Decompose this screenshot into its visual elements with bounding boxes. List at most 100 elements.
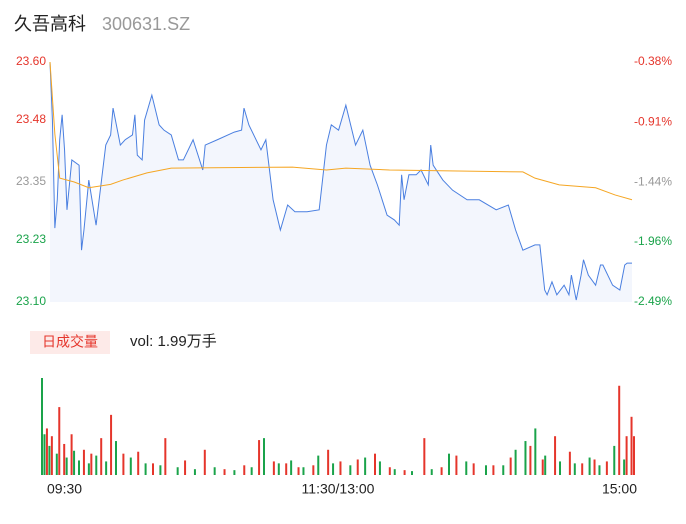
volume-bar (411, 471, 413, 475)
volume-bar (317, 455, 320, 475)
y-tick-label: 23.48 (16, 112, 46, 126)
volume-bar (588, 457, 591, 475)
volume-bar (144, 463, 147, 475)
volume-bar (339, 461, 342, 475)
volume-bar (312, 465, 315, 475)
y2-tick-label: -1.44% (634, 175, 672, 189)
volume-bar (50, 436, 53, 475)
volume-bar (70, 434, 73, 475)
volume-bar (388, 467, 391, 475)
y-tick-label: 23.60 (16, 54, 46, 68)
volume-bar (100, 438, 103, 475)
volume-bar (541, 459, 544, 475)
volume-bar (184, 460, 187, 475)
volume-bar (129, 457, 132, 475)
volume-bar (403, 470, 406, 475)
volume-bar (115, 441, 117, 475)
y2-tick-label: -0.38% (634, 54, 672, 68)
x-tick-label: 09:30 (47, 481, 82, 497)
y-tick-label: 23.23 (16, 232, 46, 246)
volume-bar (544, 455, 547, 475)
volume-bar (568, 451, 571, 475)
y2-tick-label: -1.96% (634, 234, 672, 248)
volume-bar (285, 463, 288, 475)
volume-bar (164, 438, 167, 475)
volume-bar (465, 461, 468, 475)
volume-bar (290, 460, 293, 475)
volume-bar (137, 451, 140, 475)
volume-bar (105, 461, 108, 475)
y-tick-label: 23.35 (16, 174, 46, 188)
volume-bar (625, 436, 628, 475)
price-area (50, 62, 632, 302)
volume-bar (90, 453, 93, 475)
volume-bar (529, 445, 532, 475)
volume-bar (502, 465, 505, 475)
volume-bar (159, 465, 162, 475)
volume-bar (48, 445, 51, 475)
volume-bar (250, 467, 253, 475)
volume-bar (193, 469, 196, 475)
volume-bar (78, 460, 80, 475)
volume-bar (593, 459, 596, 475)
volume-bar (73, 450, 76, 475)
volume-bar (243, 465, 246, 475)
volume-bar (349, 465, 352, 475)
volume-bar (633, 436, 635, 475)
volume-bar (152, 463, 154, 475)
volume-bar (332, 463, 335, 475)
x-tick-label: 11:30/13:00 (302, 481, 375, 497)
volume-bar (430, 469, 433, 475)
volume-bar (223, 469, 226, 475)
volume-bar (485, 465, 487, 475)
volume-bar (393, 469, 396, 475)
volume-bar (122, 453, 125, 475)
volume-bar (55, 453, 58, 475)
volume-bar (356, 459, 359, 475)
volume-bar (524, 441, 527, 475)
volume-bar (110, 414, 113, 475)
volume-bar (95, 455, 98, 475)
volume-bar (514, 449, 517, 475)
stock-code: 300631.SZ (102, 14, 190, 34)
volume-bar (559, 461, 561, 475)
volume-bar (554, 436, 557, 475)
volume-bar (203, 449, 206, 475)
y2-tick-label: -0.91% (634, 114, 672, 128)
volume-bar (297, 467, 300, 475)
volume-bar (43, 434, 46, 475)
volume-bar (605, 461, 608, 475)
volume-bar (213, 467, 216, 475)
volume-bar (87, 463, 90, 475)
volume-bar (364, 457, 367, 475)
volume-bar (509, 457, 512, 475)
volume-badge (30, 331, 110, 354)
y2-tick-label: -2.49% (634, 294, 672, 308)
volume-bar (423, 438, 426, 475)
y-tick-label: 23.10 (16, 294, 46, 308)
volume-bar (63, 443, 66, 475)
volume-bar (272, 461, 275, 475)
volume-bar (263, 438, 265, 475)
x-tick-label: 15:00 (602, 481, 637, 497)
volume-bar (455, 455, 458, 475)
volume-bar (623, 459, 626, 475)
average-line (49, 61, 633, 201)
volume-bar (448, 453, 450, 475)
volume-bar (492, 465, 495, 475)
volume-bar (176, 467, 179, 475)
volume-bar (45, 428, 48, 475)
volume-bar (302, 467, 305, 475)
volume-title: 日成交量 (42, 334, 98, 350)
volume-bar (598, 465, 601, 475)
volume-bar (327, 449, 330, 475)
volume-bar (65, 457, 68, 475)
volume-total: vol: 1.99万手 (130, 333, 217, 350)
volume-bar (374, 453, 376, 475)
price-line (49, 61, 632, 301)
volume-bar (277, 463, 280, 475)
volume-bar (472, 463, 475, 475)
volume-bar (41, 378, 43, 475)
volume-bar (58, 407, 61, 475)
